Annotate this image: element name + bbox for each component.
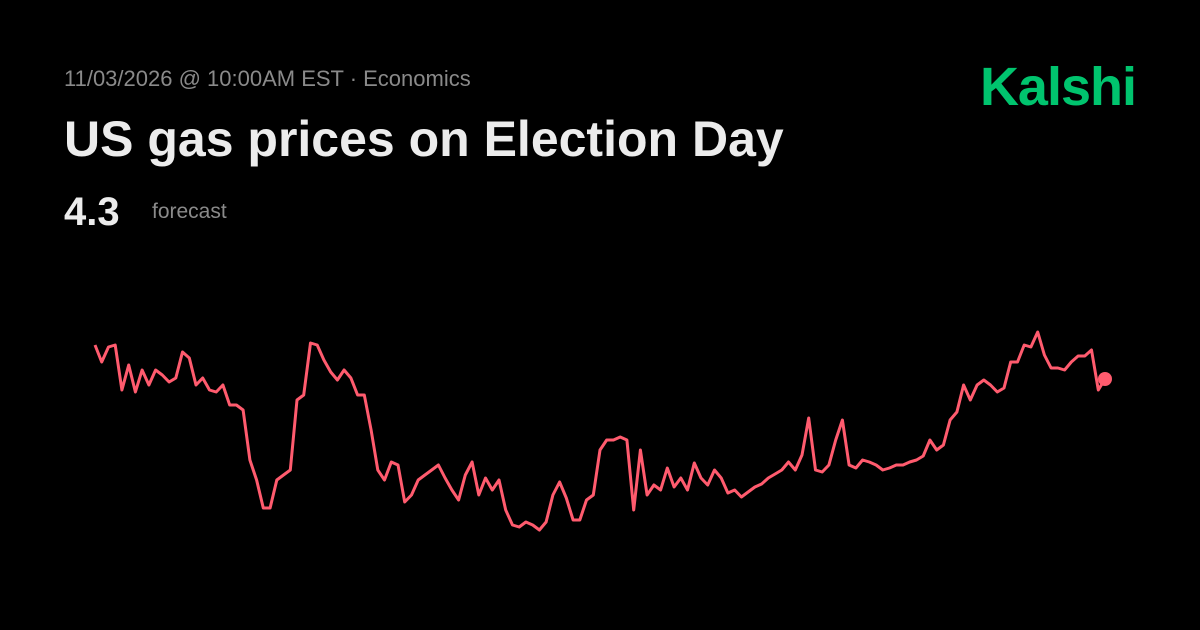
last-point xyxy=(1098,372,1112,386)
forecast-value: 4.3 xyxy=(64,190,120,234)
price-line xyxy=(93,330,1107,532)
forecast-label: forecast xyxy=(152,200,227,223)
logo: Kalshi xyxy=(979,57,1137,117)
title: US gas prices on Election Day xyxy=(64,111,784,167)
subtitle: 11/03/2026 @ 10:00AM EST · Economics xyxy=(64,66,471,91)
